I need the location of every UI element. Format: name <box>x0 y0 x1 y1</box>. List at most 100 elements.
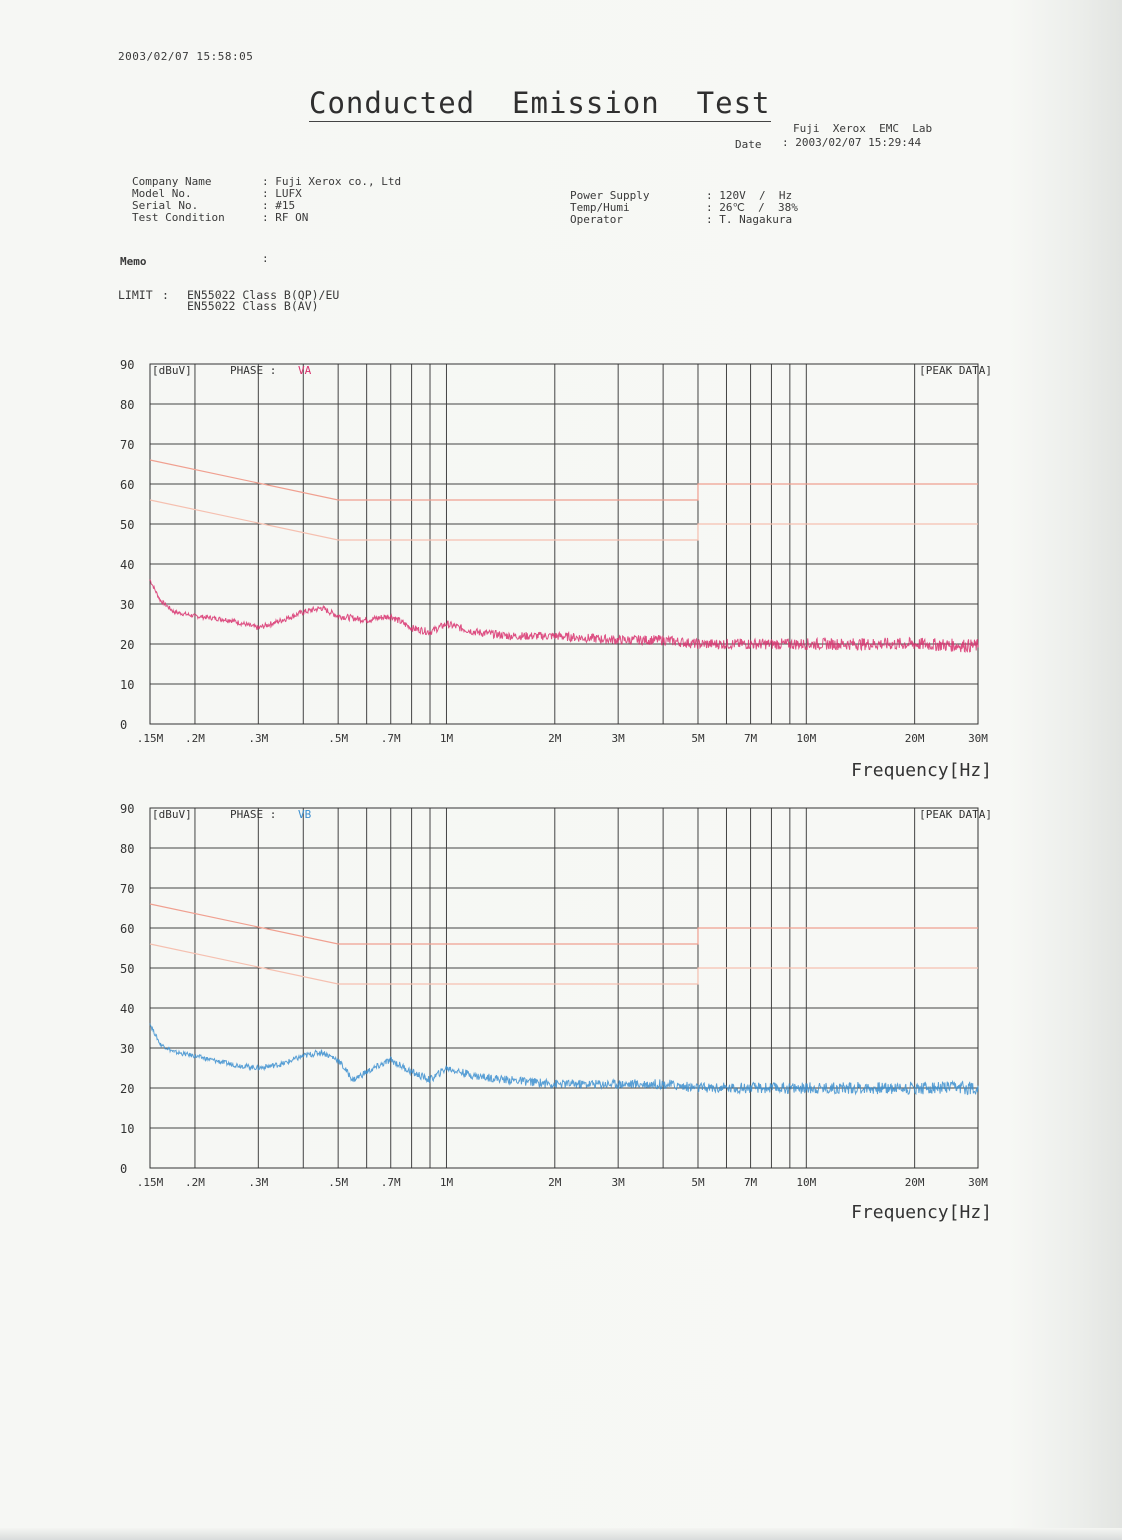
chart1-y-tick-label: 70 <box>120 438 134 452</box>
chart2-x-tick-label: 2M <box>548 1176 562 1189</box>
chart1-x-tick-label: .7M <box>381 732 401 745</box>
info-condition-label: Test Condition <box>132 211 225 224</box>
chart2-point <box>429 1079 431 1081</box>
info-power-value: : 120V / Hz <box>706 189 793 202</box>
chart1-limit-qp <box>149 459 978 501</box>
chart1-x-tick-label: .3M <box>248 732 268 745</box>
chart2-y-tick-label: 40 <box>120 1002 134 1016</box>
chart1-series-va <box>149 579 979 653</box>
info-serial-value: : #15 <box>262 199 296 212</box>
chart1-x-tick-label: 30M <box>968 732 988 745</box>
info-company-value: : Fuji Xerox co., Ltd <box>262 175 402 188</box>
chart2-point <box>229 1063 231 1065</box>
chart2-y-tick-label: 30 <box>120 1042 134 1056</box>
info-model-label: Model No. <box>132 187 192 200</box>
chart1-point <box>662 639 664 641</box>
chart1-x-tick-label: .5M <box>328 732 348 745</box>
chart1-point <box>173 611 175 613</box>
chart2-point <box>352 1079 354 1081</box>
chart1-x-tick-label: 1M <box>440 732 454 745</box>
chart2-x-tick-label: .5M <box>328 1176 348 1189</box>
chart2-point <box>173 1051 175 1053</box>
lab-name: Fuji Xerox EMC Lab <box>793 122 933 135</box>
chart1-x-tick-label: 5M <box>691 732 705 745</box>
chart1-point <box>429 631 431 633</box>
chart2-point <box>159 1043 161 1045</box>
chart1-y-tick-label: 90 <box>120 358 134 372</box>
chart1-x-tick-label: 20M <box>905 732 925 745</box>
chart2-point <box>697 1087 699 1089</box>
chart2-point <box>257 1067 260 1069</box>
info-operator-label: Operator <box>570 213 623 226</box>
chart2-phase-label: PHASE : <box>230 808 276 821</box>
chart1-x-tick-label: .2M <box>185 732 205 745</box>
info-temp-value: : 26℃ / 38% <box>706 201 798 214</box>
page-bottom-edge <box>0 1528 1122 1540</box>
chart2-x-tick-label: 10M <box>796 1176 816 1189</box>
chart1-point <box>159 599 161 601</box>
chart2-x-tick-label: .2M <box>185 1176 205 1189</box>
chart2-point <box>149 1023 151 1025</box>
chart1-point <box>868 643 871 645</box>
chart2-point <box>281 1063 284 1065</box>
chart2-frame <box>149 807 979 1169</box>
limit-line-av: EN55022 Class B(AV) <box>187 299 319 313</box>
chart2-limit-qp <box>149 903 978 945</box>
info-condition-value: : RF ON <box>262 211 309 224</box>
chart1-point <box>805 643 808 645</box>
chart2-point <box>445 1067 448 1069</box>
chart1-point <box>302 611 305 613</box>
chart2-mode-label: [PEAK DATA] <box>919 808 992 821</box>
chart1-point <box>281 619 284 621</box>
memo-value: : <box>262 252 269 265</box>
chart1-x-axis-title: Frequency[Hz] <box>851 760 992 781</box>
chart2-y-tick-label: 70 <box>120 882 134 896</box>
chart2-point <box>509 1079 511 1081</box>
chart1-frame <box>149 363 979 725</box>
chart2-point <box>749 1087 752 1089</box>
chart2-x-tick-label: .3M <box>248 1176 268 1189</box>
chart1-point <box>337 615 339 617</box>
info-power-label: Power Supply <box>570 189 650 202</box>
chart2-point <box>662 1083 664 1085</box>
chart2-point <box>913 1087 916 1089</box>
chart1-x-tick-label: 3M <box>612 732 626 745</box>
limit-sep: : <box>162 288 169 302</box>
chart1-point <box>229 619 231 621</box>
info-serial-label: Serial No. <box>132 199 199 212</box>
info-temp-label: Temp/Humi <box>570 201 630 214</box>
chart1-point <box>913 643 916 645</box>
chart1-x-tick-label: .15M <box>137 732 164 745</box>
chart1-point <box>257 627 260 629</box>
chart2-point <box>320 1051 323 1053</box>
date-label: Date <box>735 138 762 151</box>
chart2-x-axis-title: Frequency[Hz] <box>851 1202 992 1223</box>
page-title: Conducted Emission Test <box>309 86 771 122</box>
chart2-y-tick-label: 10 <box>120 1122 134 1136</box>
chart1-point <box>194 615 196 617</box>
chart1-mode-label: [PEAK DATA] <box>919 364 992 377</box>
chart2-y-unit-label: [dBuV] <box>152 808 192 821</box>
chart2-series-vb <box>149 1024 979 1096</box>
chart2-y-tick-label: 60 <box>120 922 134 936</box>
chart2-y-tick-label: 0 <box>120 1162 127 1176</box>
chart1-point <box>749 643 752 645</box>
limit-line-qp: EN55022 Class B(QP)/EU <box>187 288 340 302</box>
chart1-point <box>617 639 619 641</box>
chart1-y-tick-label: 20 <box>120 638 134 652</box>
chart1-y-tick-label: 0 <box>120 718 127 732</box>
chart2-x-tick-label: .7M <box>381 1176 401 1189</box>
chart1-x-tick-label: 2M <box>548 732 562 745</box>
chart1-x-tick-label: 10M <box>796 732 816 745</box>
chart1-y-tick-label: 60 <box>120 478 134 492</box>
chart1-point <box>553 635 556 637</box>
info-operator-value: : T. Nagakura <box>706 213 793 226</box>
chart2-phase-value: VB <box>298 808 312 821</box>
print-timestamp: 2003/02/07 15:58:05 <box>118 50 254 63</box>
chart1-y-tick-label: 50 <box>120 518 134 532</box>
chart1-point <box>445 623 448 625</box>
chart1-limit-av <box>149 499 978 541</box>
chart2-point <box>302 1055 305 1057</box>
